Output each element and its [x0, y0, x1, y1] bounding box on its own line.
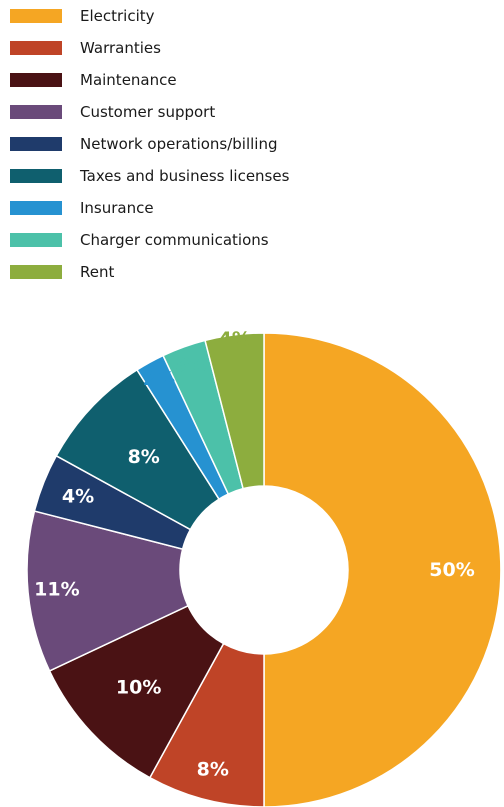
slice-label-warranties: 8%: [197, 759, 229, 781]
legend-item-taxes: Taxes and business licenses: [10, 160, 289, 192]
slice-label-network-operations: 4%: [62, 485, 94, 507]
slice-rent: [204, 332, 265, 490]
slice-label-maintenance: 10%: [116, 677, 161, 699]
legend-label: Warranties: [80, 39, 161, 57]
legend-label: Maintenance: [80, 71, 177, 89]
slice-customer-support: [26, 510, 189, 672]
legend-swatch: [10, 169, 62, 183]
slice-label-taxes: 8%: [128, 446, 160, 468]
legend-swatch: [10, 201, 62, 215]
slice-label-customer-support: 11%: [34, 579, 79, 601]
legend-swatch: [10, 9, 62, 23]
legend-item-maintenance: Maintenance: [10, 64, 177, 96]
slice-label-charger-communications: 3%: [174, 354, 206, 376]
legend-item-customer-support: Customer support: [10, 96, 215, 128]
legend-label: Insurance: [80, 199, 154, 217]
legend-label: Charger communications: [80, 231, 269, 249]
legend-swatch: [10, 105, 62, 119]
slice-maintenance: [48, 604, 225, 779]
legend-item-electricity: Electricity: [10, 0, 155, 32]
slice-label-rent: 4%: [219, 328, 251, 350]
legend-item-rent: Rent: [10, 256, 114, 288]
slice-electricity: [263, 332, 502, 807]
slice-label-electricity: 50%: [429, 559, 474, 581]
legend-item-insurance: Insurance: [10, 192, 154, 224]
legend-label: Network operations/billing: [80, 135, 278, 153]
legend-label: Taxes and business licenses: [80, 167, 290, 185]
legend-swatch: [10, 137, 62, 151]
legend-item-network-operations: Network operations/billing: [10, 128, 278, 160]
slice-label-insurance: 2%: [143, 368, 175, 390]
legend-swatch: [10, 233, 62, 247]
legend-item-charger-communications: Charger communications: [10, 224, 269, 256]
legend-label: Electricity: [80, 7, 155, 25]
legend-swatch: [10, 41, 62, 55]
legend-label: Customer support: [80, 103, 216, 121]
legend-item-warranties: Warranties: [10, 32, 161, 64]
legend-swatch: [10, 73, 62, 87]
legend-swatch: [10, 265, 62, 279]
legend-label: Rent: [80, 263, 115, 281]
